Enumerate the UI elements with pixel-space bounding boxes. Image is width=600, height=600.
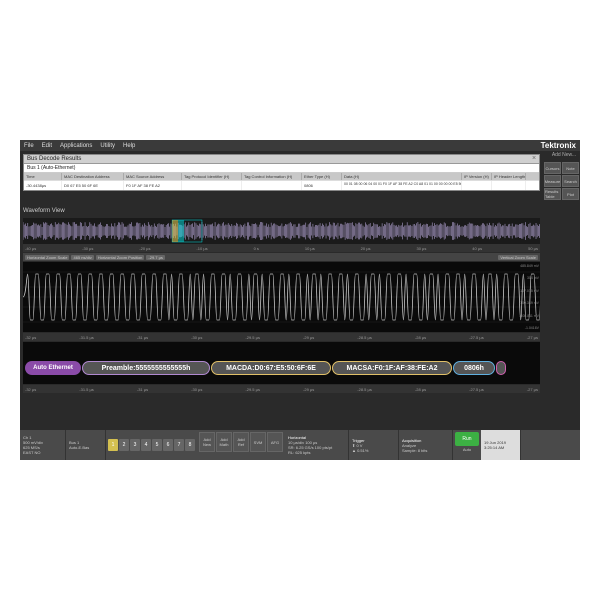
menu-help[interactable]: Help: [123, 143, 135, 149]
y-axis-labels: 485.849 mV304 mV107.075 mV-100.349 mV-40…: [512, 262, 540, 332]
decode-lane[interactable]: Auto Ethernet Preamble:5555555555555h MA…: [23, 342, 540, 384]
ch-btn-2[interactable]: 2: [119, 439, 129, 451]
btn-search[interactable]: Search: [562, 175, 579, 187]
zoom-waveform[interactable]: 485.849 mV304 mV107.075 mV-100.349 mV-40…: [23, 262, 540, 332]
col-iphdr: IP Header Length: [492, 173, 526, 180]
add-new-btn[interactable]: AddNew: [199, 432, 215, 452]
btn-measure[interactable]: Measure: [544, 175, 561, 187]
overview-waveform[interactable]: [23, 218, 540, 244]
close-icon[interactable]: ×: [530, 155, 538, 163]
col-data: Data (H): [342, 173, 462, 180]
channel-buttons: 1 2 3 4 5 6 7 8: [106, 430, 197, 460]
add-ref-btn[interactable]: AddRef: [233, 432, 249, 452]
ch-btn-7[interactable]: 7: [174, 439, 184, 451]
table-header: Time MAC Destination Address MAC Source …: [24, 173, 539, 180]
zoom-hscale-val[interactable]: 465 ns/div: [71, 255, 93, 260]
col-ipver: IP Version (H): [462, 173, 492, 180]
bus1-badge[interactable]: Bus 1 Auto-E.Bas: [66, 430, 106, 460]
pill-ethtype[interactable]: 0806h: [453, 361, 495, 375]
ch1-badge[interactable]: Ch 1 500 mV/div 625 MS/s EAST NO: [20, 430, 66, 460]
menu-applications[interactable]: Applications: [60, 143, 92, 149]
btn-cursors[interactable]: Cursors: [544, 162, 561, 174]
trigger-badge[interactable]: Trigger ⬆ 0 V ▲ 0.51%: [349, 430, 399, 460]
pill-tail: [496, 361, 506, 375]
pill-bus-label[interactable]: Auto Ethernet: [25, 361, 81, 375]
btn-results[interactable]: Results Table: [544, 188, 561, 200]
col-macsrc: MAC Source Address: [124, 173, 182, 180]
add-math-btn[interactable]: AddMath: [216, 432, 232, 452]
col-tagproto: Tag Protocol Identifier (H): [182, 173, 242, 180]
bottom-bar: Ch 1 500 mV/div 625 MS/s EAST NO Bus 1 A…: [20, 430, 580, 460]
col-tagctrl: Tag Control Information (H): [242, 173, 302, 180]
horizontal-badge[interactable]: Horizontal 10 µs/div 100 µs SR: 6.25 GS/…: [285, 430, 349, 460]
table-row[interactable]: -30.4438µs D0 67 E5 50 6F 6E F0 1F AF 38…: [24, 180, 539, 190]
add-new-label[interactable]: Add New...: [552, 152, 576, 158]
decode-pills: Auto Ethernet Preamble:5555555555555h MA…: [23, 360, 540, 376]
timebar-zoom: -32 µs-31.5 µs-31 µs-30 µs-29.5 µs-29 µs…: [23, 333, 540, 341]
btn-note[interactable]: Note: [562, 162, 579, 174]
datetime-badge: 19 Jun 2019 3:25:14 AM: [481, 430, 521, 460]
svm-btn[interactable]: SVM: [250, 432, 266, 452]
ch-btn-4[interactable]: 4: [141, 439, 151, 451]
afg-btn[interactable]: AFG: [267, 432, 283, 452]
ch-btn-5[interactable]: 5: [152, 439, 162, 451]
brand-logo: Tektronix: [541, 141, 576, 150]
panel-bus-select[interactable]: Bus 1 (Auto-Ethernet): [24, 164, 539, 173]
btn-plot[interactable]: Plot: [562, 188, 579, 200]
col-macdst: MAC Destination Address: [62, 173, 124, 180]
zoom-hpos-label: Horizontal Zoom Position: [96, 255, 145, 260]
pill-macsa[interactable]: MACSA:F0:1F:AF:38:FE:A2: [332, 361, 452, 375]
side-buttons: Cursors Note Measure Search Results Tabl…: [544, 162, 580, 200]
ch-btn-8[interactable]: 8: [185, 439, 195, 451]
pill-macda[interactable]: MACDA:D0:67:E5:50:6F:6E: [211, 361, 331, 375]
waveform-label: Waveform View: [23, 208, 65, 214]
acquisition-badge[interactable]: Acquisition Analyze Sample: 8 bits: [399, 430, 453, 460]
zoom-controls: Horizontal Zoom Scale 465 ns/div Horizon…: [23, 253, 540, 261]
zoom-hscale-label: Horizontal Zoom Scale: [25, 255, 69, 260]
menubar: File Edit Applications Utility Help: [20, 140, 580, 151]
col-time: Time: [24, 173, 62, 180]
pill-preamble[interactable]: Preamble:5555555555555h: [82, 361, 210, 375]
ch-btn-1[interactable]: 1: [108, 439, 118, 451]
timebar-decode: -32 µs-31.5 µs-31 µs-30 µs-29.5 µs-29 µs…: [23, 385, 540, 393]
menu-utility[interactable]: Utility: [100, 143, 115, 149]
run-button[interactable]: Run: [455, 432, 479, 446]
zoom-vscale-label: Vertical Zoom Scale: [498, 255, 538, 260]
oscilloscope-app: File Edit Applications Utility Help Tekt…: [20, 140, 580, 460]
col-ethtype: Ether Type (H): [302, 173, 342, 180]
zoom-hpos-val[interactable]: -29.7 µs: [146, 255, 165, 260]
ch-btn-3[interactable]: 3: [130, 439, 140, 451]
panel-title: Bus Decode Results: [24, 155, 539, 164]
ch-btn-6[interactable]: 6: [163, 439, 173, 451]
timebar-overview: -40 µs-30 µs-20 µs-10 µs0 s10 µs20 µs30 …: [23, 244, 540, 252]
decode-results-panel: Bus Decode Results Bus 1 (Auto-Ethernet)…: [23, 154, 540, 191]
menu-edit[interactable]: Edit: [42, 143, 52, 149]
menu-file[interactable]: File: [24, 143, 34, 149]
